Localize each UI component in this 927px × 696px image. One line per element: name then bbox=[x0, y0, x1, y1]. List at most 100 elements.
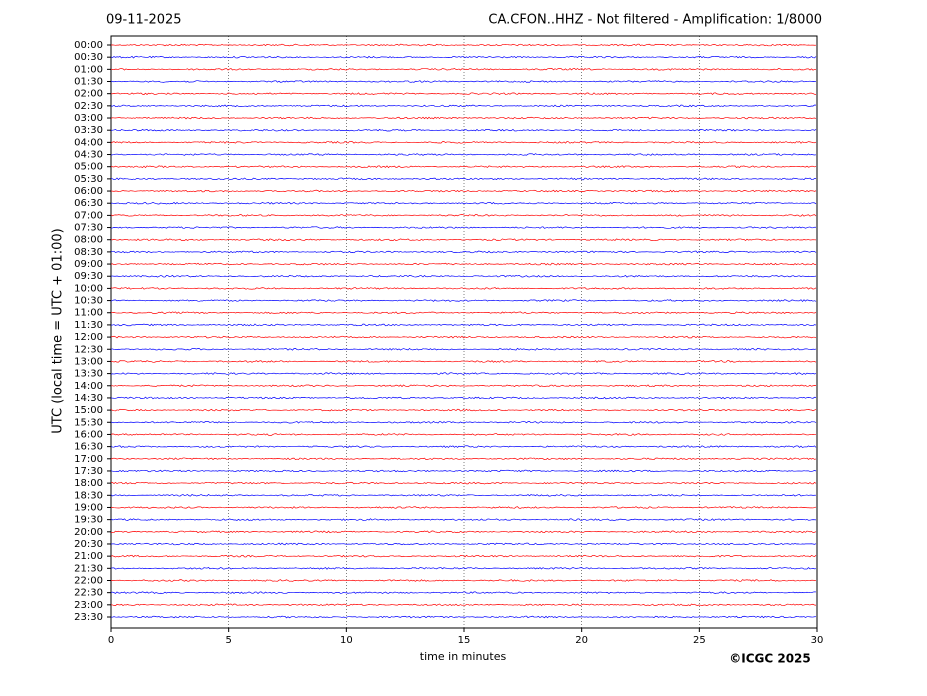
trace bbox=[110, 347, 817, 351]
y-tick-label: 13:00 bbox=[74, 356, 103, 367]
y-tick-label: 09:00 bbox=[74, 259, 103, 270]
y-tick-label: 02:30 bbox=[74, 101, 103, 112]
y-tick-label: 23:30 bbox=[74, 612, 103, 623]
y-tick-label: 13:30 bbox=[74, 369, 103, 380]
trace bbox=[110, 469, 817, 473]
y-tick-label: 20:00 bbox=[74, 527, 103, 538]
trace bbox=[110, 335, 817, 339]
trace bbox=[110, 201, 817, 205]
trace bbox=[110, 408, 817, 412]
y-tick-label: 17:30 bbox=[74, 466, 103, 477]
trace bbox=[110, 311, 817, 315]
trace bbox=[110, 615, 817, 619]
y-tick-label: 05:00 bbox=[74, 162, 103, 173]
trace bbox=[110, 372, 817, 375]
trace bbox=[110, 579, 817, 582]
y-tick-label: 15:30 bbox=[74, 417, 103, 428]
y-tick-label: 07:00 bbox=[74, 210, 103, 221]
trace bbox=[110, 189, 817, 193]
trace bbox=[110, 457, 817, 461]
trace bbox=[110, 433, 817, 436]
y-tick-label: 14:00 bbox=[74, 381, 103, 392]
trace bbox=[110, 445, 817, 448]
y-tick-label: 08:00 bbox=[74, 235, 103, 246]
trace bbox=[110, 396, 817, 400]
x-tick-label: 25 bbox=[693, 635, 706, 646]
y-tick-label: 19:00 bbox=[74, 502, 103, 513]
trace bbox=[110, 128, 817, 132]
trace bbox=[110, 43, 817, 47]
y-tick-label: 06:00 bbox=[74, 186, 103, 197]
trace bbox=[110, 153, 817, 156]
y-tick-label: 16:30 bbox=[74, 442, 103, 453]
y-tick-label: 02:00 bbox=[74, 89, 103, 100]
y-tick-label: 08:30 bbox=[74, 247, 103, 258]
trace bbox=[110, 287, 817, 290]
y-tick-label: 19:30 bbox=[74, 515, 103, 526]
date-title: 09-11-2025 bbox=[106, 13, 182, 28]
x-tick-label: 10 bbox=[340, 635, 353, 646]
y-tick-label: 11:00 bbox=[74, 308, 103, 319]
y-tick-label: 15:00 bbox=[74, 405, 103, 416]
trace bbox=[110, 274, 817, 278]
y-tick-label: 18:30 bbox=[74, 490, 103, 501]
trace bbox=[110, 591, 817, 594]
trace bbox=[110, 506, 817, 509]
trace bbox=[110, 104, 817, 108]
y-tick-label: 11:30 bbox=[74, 320, 103, 331]
trace bbox=[110, 567, 817, 570]
trace bbox=[110, 141, 817, 144]
y-tick-label: 14:30 bbox=[74, 393, 103, 404]
chart-title: CA.CFON..HHZ - Not filtered - Amplificat… bbox=[488, 13, 822, 28]
y-tick-label: 04:00 bbox=[74, 137, 103, 148]
trace bbox=[110, 262, 817, 266]
credit: ©ICGC 2025 bbox=[729, 652, 811, 666]
y-tick-label: 03:00 bbox=[74, 113, 103, 124]
trace bbox=[110, 250, 817, 254]
y-tick-label: 17:00 bbox=[74, 454, 103, 465]
trace bbox=[110, 238, 817, 242]
y-tick-label: 00:00 bbox=[74, 40, 103, 51]
y-tick-label: 00:30 bbox=[74, 52, 103, 63]
y-tick-label: 18:00 bbox=[74, 478, 103, 489]
trace bbox=[110, 481, 817, 485]
y-tick-label: 12:30 bbox=[74, 344, 103, 355]
x-tick-label: 30 bbox=[811, 635, 824, 646]
trace bbox=[110, 530, 817, 534]
y-axis-label: UTC (local time = UTC + 01:00) bbox=[51, 228, 66, 433]
trace bbox=[110, 80, 817, 83]
trace bbox=[110, 177, 817, 181]
plot-frame bbox=[110, 35, 818, 629]
y-tick-label: 16:00 bbox=[74, 429, 103, 440]
trace bbox=[110, 323, 817, 327]
y-tick-label: 01:30 bbox=[74, 77, 103, 88]
x-tick-label: 15 bbox=[458, 635, 471, 646]
trace bbox=[110, 518, 817, 521]
trace bbox=[110, 384, 817, 388]
y-tick-label: 10:00 bbox=[74, 283, 103, 294]
x-tick-label: 0 bbox=[108, 635, 114, 646]
trace bbox=[110, 226, 817, 229]
x-tick-label: 20 bbox=[575, 635, 588, 646]
trace bbox=[110, 554, 817, 558]
trace bbox=[110, 542, 817, 546]
trace bbox=[110, 603, 817, 607]
trace bbox=[110, 68, 817, 71]
trace bbox=[110, 420, 817, 424]
y-tick-label: 07:30 bbox=[74, 223, 103, 234]
trace bbox=[110, 214, 817, 217]
x-axis-label: time in minutes bbox=[420, 650, 507, 663]
trace bbox=[110, 92, 817, 96]
y-tick-label: 12:00 bbox=[74, 332, 103, 343]
y-tick-label: 06:30 bbox=[74, 198, 103, 209]
y-tick-label: 09:30 bbox=[74, 271, 103, 282]
y-tick-label: 05:30 bbox=[74, 174, 103, 185]
y-tick-label: 20:30 bbox=[74, 539, 103, 550]
y-tick-label: 10:30 bbox=[74, 296, 103, 307]
y-tick-label: 22:00 bbox=[74, 575, 103, 586]
trace bbox=[110, 494, 817, 497]
trace bbox=[110, 360, 817, 363]
trace bbox=[110, 299, 817, 302]
y-tick-label: 21:00 bbox=[74, 551, 103, 562]
